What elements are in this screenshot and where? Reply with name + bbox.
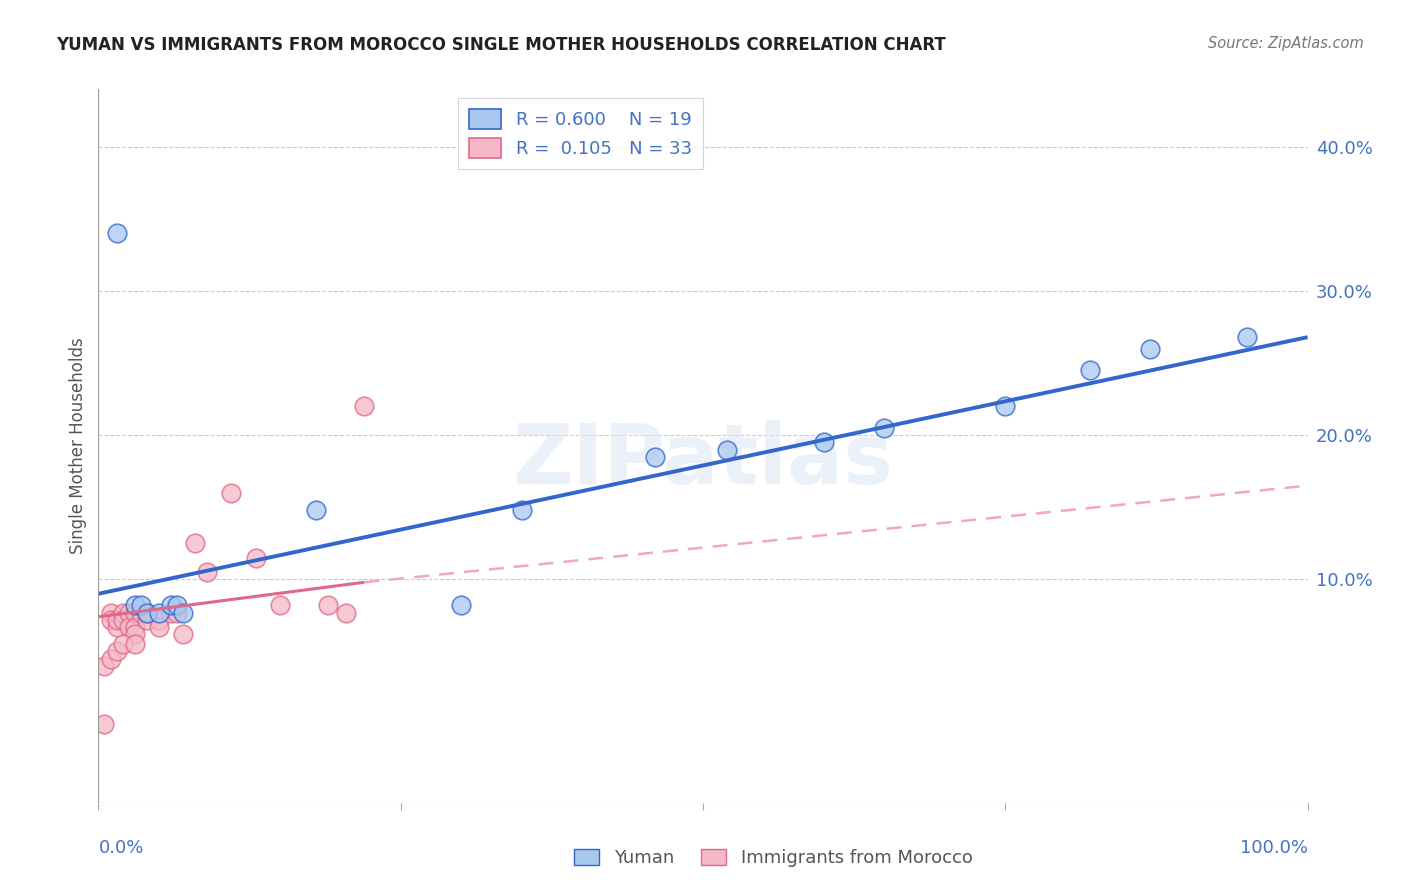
Point: [148, 620, 170, 634]
Legend: Yuman, Immigrants from Morocco: Yuman, Immigrants from Morocco: [567, 841, 980, 874]
Point: [129, 606, 152, 620]
Point: [316, 599, 339, 613]
Point: [160, 599, 183, 613]
Text: 0.0%: 0.0%: [98, 838, 143, 857]
Point: [269, 599, 291, 613]
Point: [195, 565, 218, 579]
Point: [105, 644, 128, 658]
Point: [100, 606, 122, 620]
Point: [135, 613, 157, 627]
Point: [124, 637, 146, 651]
Point: [105, 613, 128, 627]
Point: [129, 599, 152, 613]
Point: [100, 651, 122, 665]
Point: [118, 620, 141, 634]
Point: [305, 503, 328, 517]
Point: [221, 486, 243, 500]
Y-axis label: Single Mother Households: Single Mother Households: [69, 338, 87, 554]
Point: [135, 606, 157, 620]
Point: [510, 503, 533, 517]
Point: [813, 435, 835, 450]
Point: [873, 421, 896, 435]
Point: [111, 606, 134, 620]
Point: [135, 606, 157, 620]
Point: [353, 400, 375, 414]
Point: [172, 606, 194, 620]
Point: [245, 550, 267, 565]
Point: [124, 599, 146, 613]
Point: [166, 599, 188, 613]
Point: [148, 613, 170, 627]
Point: [93, 716, 115, 731]
Point: [124, 627, 146, 641]
Legend: R = 0.600    N = 19, R =  0.105   N = 33: R = 0.600 N = 19, R = 0.105 N = 33: [458, 98, 703, 169]
Point: [644, 450, 666, 464]
Point: [335, 606, 357, 620]
Point: [1078, 363, 1101, 377]
Point: [166, 606, 188, 620]
Point: [148, 606, 170, 620]
Text: 100.0%: 100.0%: [1240, 838, 1308, 857]
Point: [172, 627, 194, 641]
Point: [450, 599, 472, 613]
Text: Source: ZipAtlas.com: Source: ZipAtlas.com: [1208, 36, 1364, 51]
Point: [716, 442, 738, 457]
Point: [93, 658, 115, 673]
Point: [160, 606, 183, 620]
Text: ZIPatlas: ZIPatlas: [513, 420, 893, 500]
Point: [1139, 342, 1161, 356]
Point: [105, 227, 128, 241]
Text: YUMAN VS IMMIGRANTS FROM MOROCCO SINGLE MOTHER HOUSEHOLDS CORRELATION CHART: YUMAN VS IMMIGRANTS FROM MOROCCO SINGLE …: [56, 36, 946, 54]
Point: [111, 637, 134, 651]
Point: [111, 613, 134, 627]
Point: [124, 606, 146, 620]
Point: [105, 620, 128, 634]
Point: [124, 620, 146, 634]
Point: [100, 613, 122, 627]
Point: [118, 606, 141, 620]
Point: [994, 400, 1017, 414]
Point: [1236, 330, 1258, 344]
Point: [184, 536, 207, 550]
